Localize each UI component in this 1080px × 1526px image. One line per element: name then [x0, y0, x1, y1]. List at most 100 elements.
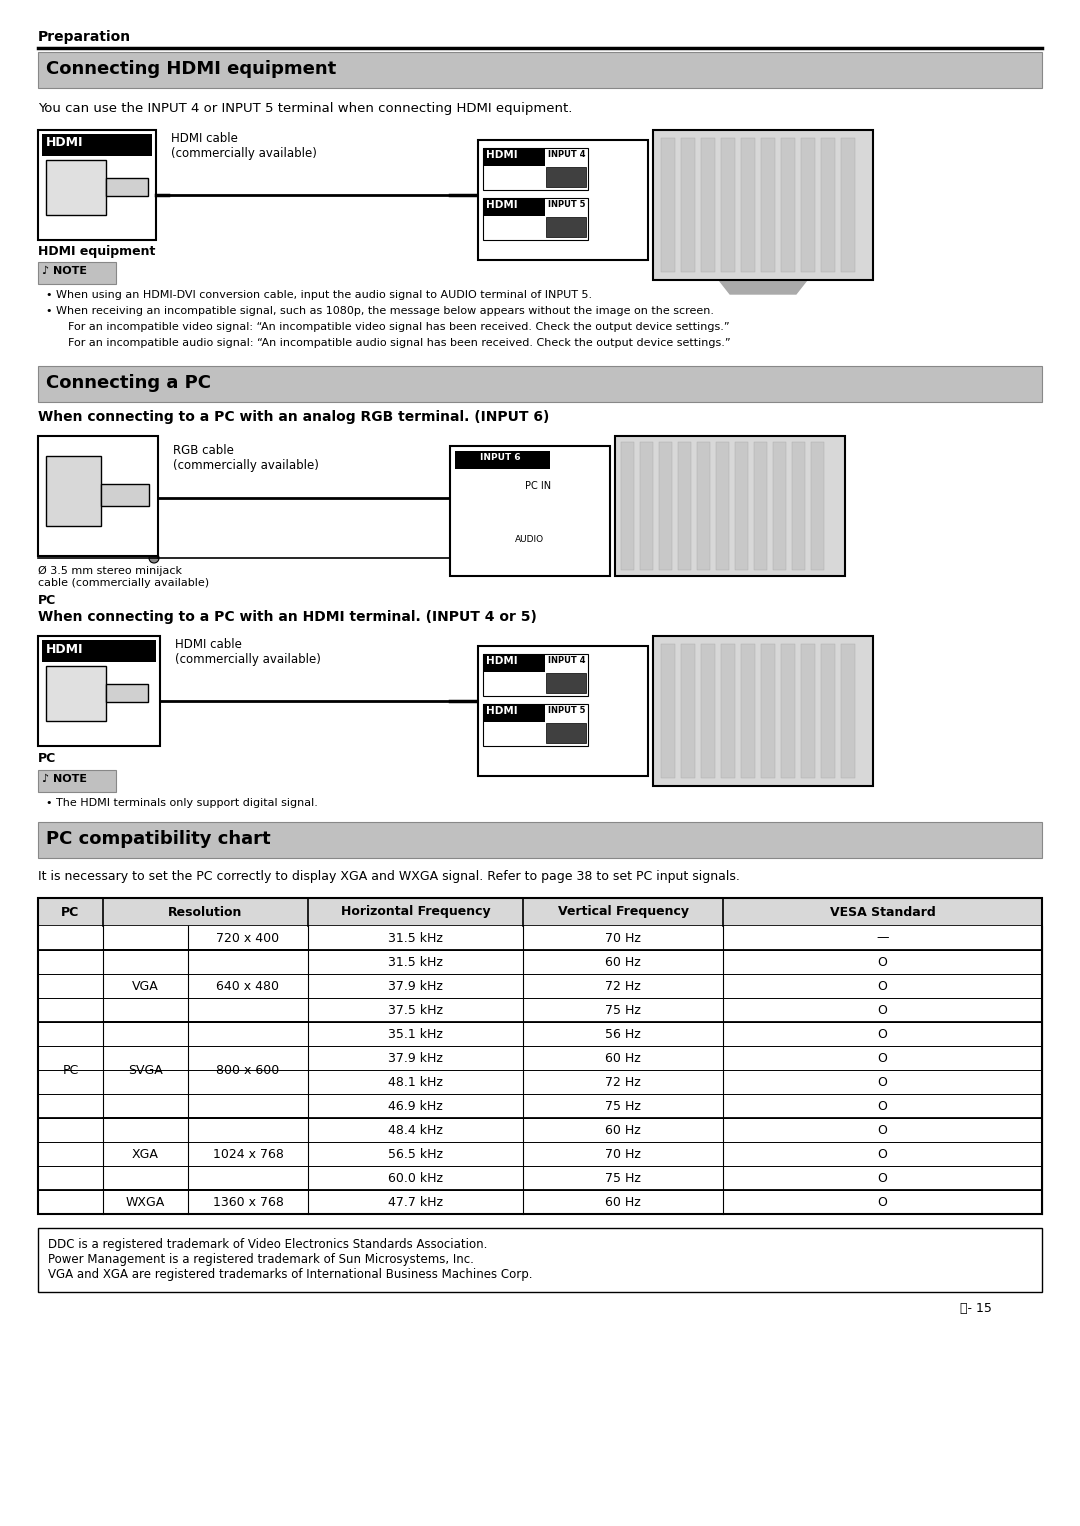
Bar [661, 137, 675, 272]
Bar [621, 443, 634, 571]
Text: 720 x 400: 720 x 400 [216, 931, 280, 945]
Circle shape [485, 478, 505, 497]
Text: O: O [878, 1195, 888, 1209]
Bar [653, 636, 873, 786]
Text: INPUT 5: INPUT 5 [548, 200, 585, 209]
Text: O: O [878, 955, 888, 969]
Text: INPUT 6: INPUT 6 [480, 453, 521, 462]
Text: O: O [878, 1123, 888, 1137]
Text: • When using an HDMI-DVI conversion cable, input the audio signal to AUDIO termi: • When using an HDMI-DVI conversion cabl… [46, 290, 592, 301]
Bar [478, 140, 648, 259]
Bar [701, 644, 715, 778]
Bar [697, 443, 710, 571]
Text: It is necessary to set the PC correctly to display XGA and WXGA signal. Refer to: It is necessary to set the PC correctly … [38, 870, 740, 884]
Bar [781, 137, 795, 272]
Bar [38, 262, 116, 284]
Bar [773, 443, 786, 571]
Text: INPUT 4: INPUT 4 [548, 150, 585, 159]
Bar [38, 52, 1042, 89]
Text: O: O [878, 980, 888, 992]
Text: XGA: XGA [132, 1148, 159, 1160]
Text: Resolution: Resolution [168, 905, 243, 919]
Text: 56 Hz: 56 Hz [605, 1027, 640, 1041]
Bar [483, 198, 545, 217]
Bar [721, 137, 735, 272]
Text: HDMI cable
(commercially available): HDMI cable (commercially available) [171, 133, 316, 160]
Text: HDMI: HDMI [46, 642, 83, 656]
Bar [42, 134, 152, 156]
Bar [483, 148, 588, 191]
Text: 35.1 kHz: 35.1 kHz [388, 1027, 443, 1041]
Text: You can use the INPUT 4 or INPUT 5 terminal when connecting HDMI equipment.: You can use the INPUT 4 or INPUT 5 termi… [38, 102, 572, 114]
Bar [38, 823, 1042, 858]
Text: Connecting a PC: Connecting a PC [46, 374, 211, 392]
Circle shape [41, 519, 51, 530]
Bar [46, 665, 106, 720]
Text: HDMI: HDMI [486, 656, 517, 665]
Text: 72 Hz: 72 Hz [605, 1076, 640, 1088]
Bar [721, 644, 735, 778]
Bar [615, 436, 845, 575]
Text: 48.1 kHz: 48.1 kHz [388, 1076, 443, 1088]
Bar [841, 137, 855, 272]
Bar [483, 198, 588, 240]
Bar [38, 1228, 1042, 1293]
Text: 47.7 kHz: 47.7 kHz [388, 1195, 443, 1209]
Text: 75 Hz: 75 Hz [605, 1004, 640, 1016]
Bar [640, 443, 653, 571]
Bar [735, 443, 748, 571]
Text: 56.5 kHz: 56.5 kHz [388, 1148, 443, 1160]
Bar [821, 644, 835, 778]
Bar [681, 137, 696, 272]
Text: Preparation: Preparation [38, 31, 131, 44]
Text: O: O [878, 1027, 888, 1041]
Text: PC: PC [62, 905, 80, 919]
Bar [46, 456, 102, 526]
Text: 60 Hz: 60 Hz [605, 1123, 640, 1137]
Text: ♪ NOTE: ♪ NOTE [42, 774, 87, 784]
Text: When connecting to a PC with an HDMI terminal. (INPUT 4 or 5): When connecting to a PC with an HDMI ter… [38, 610, 537, 624]
Text: 31.5 kHz: 31.5 kHz [388, 955, 443, 969]
Text: Vertical Frequency: Vertical Frequency [557, 905, 689, 919]
Polygon shape [719, 279, 807, 295]
Bar [754, 443, 767, 571]
Text: 37.5 kHz: 37.5 kHz [388, 1004, 443, 1016]
Bar [681, 644, 696, 778]
Text: O: O [878, 1100, 888, 1112]
Text: Connecting HDMI equipment: Connecting HDMI equipment [46, 60, 336, 78]
Bar [741, 137, 755, 272]
Bar [546, 166, 586, 188]
Text: 37.9 kHz: 37.9 kHz [388, 1051, 443, 1065]
Text: ♪ NOTE: ♪ NOTE [42, 266, 87, 276]
Text: 640 x 480: 640 x 480 [216, 980, 280, 992]
Bar [659, 443, 672, 571]
Bar [483, 655, 588, 696]
Text: ⓔ- 15: ⓔ- 15 [960, 1302, 991, 1315]
Bar [478, 645, 648, 777]
Bar [653, 130, 873, 279]
Text: 70 Hz: 70 Hz [605, 1148, 640, 1160]
Circle shape [96, 453, 106, 462]
Text: 800 x 600: 800 x 600 [216, 1064, 280, 1076]
Text: HDMI: HDMI [46, 136, 83, 150]
Text: For an incompatible video signal: “An incompatible video signal has been receive: For an incompatible video signal: “An in… [68, 322, 730, 333]
Bar [821, 137, 835, 272]
Bar [483, 703, 588, 746]
Text: O: O [878, 1051, 888, 1065]
Text: 72 Hz: 72 Hz [605, 980, 640, 992]
Text: PC IN: PC IN [525, 481, 551, 491]
Bar [38, 436, 158, 555]
Text: HDMI: HDMI [486, 707, 517, 716]
Text: PC: PC [38, 752, 56, 765]
Text: VGA: VGA [132, 980, 159, 992]
Text: • The HDMI terminals only support digital signal.: • The HDMI terminals only support digita… [46, 798, 318, 807]
Bar [546, 723, 586, 743]
Text: PC compatibility chart: PC compatibility chart [46, 830, 271, 848]
Text: O: O [878, 1172, 888, 1184]
Text: SVGA: SVGA [129, 1064, 163, 1076]
Bar [546, 217, 586, 237]
Text: • When receiving an incompatible signal, such as 1080p, the message below appear: • When receiving an incompatible signal,… [46, 307, 714, 316]
Circle shape [149, 552, 159, 563]
Bar [801, 137, 815, 272]
Circle shape [96, 519, 106, 530]
